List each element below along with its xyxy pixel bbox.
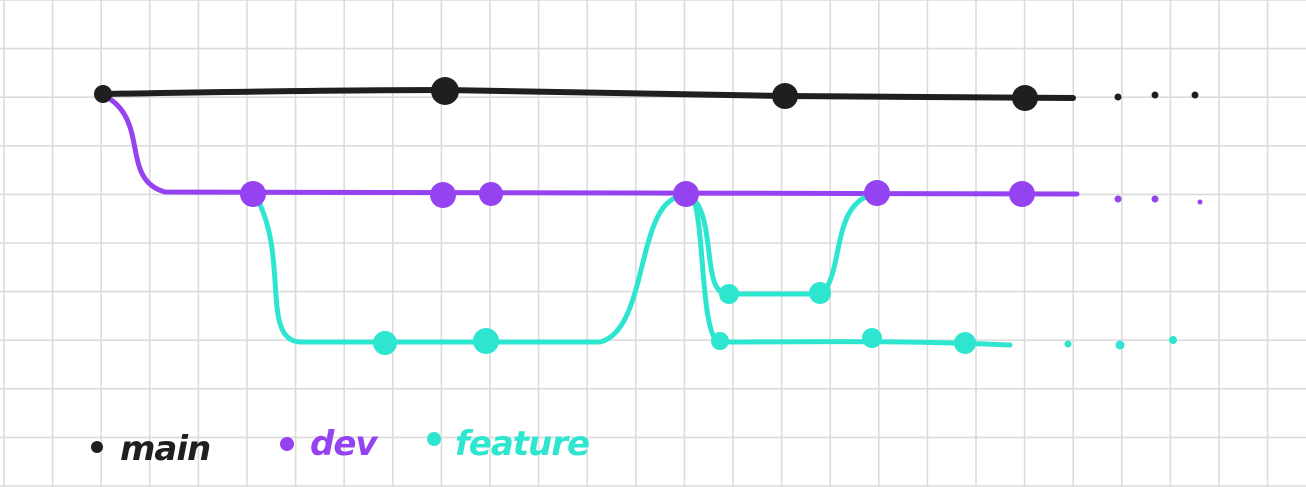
dev-commit <box>479 182 503 206</box>
dev-commit <box>673 181 699 207</box>
branch-lines <box>100 86 1080 348</box>
main-continuation-dot <box>1191 91 1199 99</box>
legend-feature-swatch <box>427 432 441 446</box>
dev-continuation-dot <box>1197 199 1203 205</box>
main-commit <box>772 83 798 109</box>
legend-main-swatch <box>91 441 103 453</box>
dev-commit <box>240 181 266 207</box>
legend-dev-swatch <box>280 437 294 451</box>
feature-commit <box>473 328 499 354</box>
dev-commit <box>1009 181 1035 207</box>
feature-branch-line-3 <box>689 193 1013 348</box>
dev-commit <box>864 180 890 206</box>
feature-commit <box>809 282 831 304</box>
feature-continuation-dot <box>1064 340 1072 348</box>
main-continuation-dot <box>1151 91 1159 99</box>
dev-commit <box>430 182 456 208</box>
continuation-dots <box>1064 91 1203 350</box>
feature-continuation-dot <box>1115 340 1125 350</box>
main-commit <box>94 85 112 103</box>
legend: main dev feature <box>91 424 590 469</box>
feature-commit <box>719 284 739 304</box>
feature-branch-line-1 <box>252 192 688 345</box>
dev-continuation-dot <box>1151 195 1159 203</box>
commit-nodes <box>94 77 1038 355</box>
legend-main-label: main <box>120 429 210 469</box>
main-commit <box>1012 85 1038 111</box>
main-continuation-dot <box>1114 93 1122 101</box>
feature-commit <box>954 332 976 354</box>
feature-commit <box>862 328 882 348</box>
dev-continuation-dot <box>1114 195 1122 203</box>
feature-branch-line-2 <box>685 190 881 297</box>
legend-feature-label: feature <box>455 424 589 464</box>
feature-commit <box>711 332 729 350</box>
main-branch-line <box>100 86 1076 101</box>
main-commit <box>431 77 459 105</box>
legend-dev-label: dev <box>310 424 379 464</box>
feature-commit <box>373 331 397 355</box>
feature-continuation-dot <box>1169 336 1177 344</box>
